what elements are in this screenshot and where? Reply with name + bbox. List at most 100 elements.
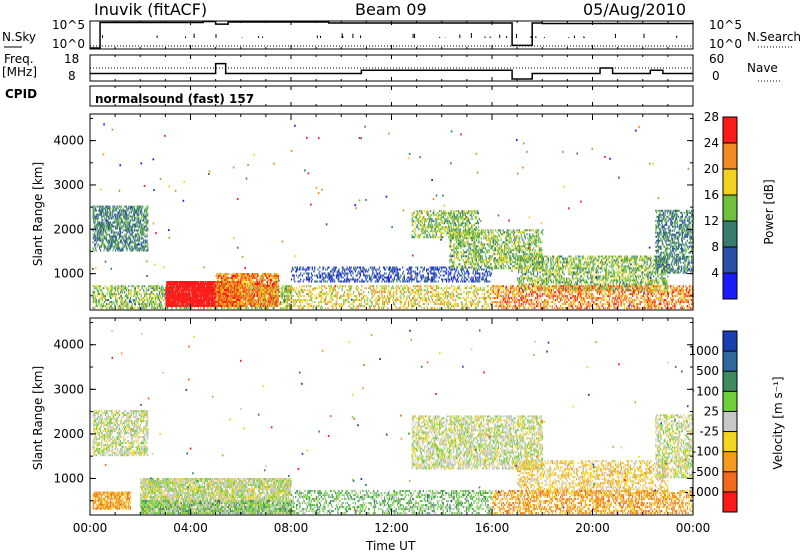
power-heatmap-cell [93,285,94,287]
power-heatmap-cell [136,248,137,250]
power-heatmap-cell [293,299,294,301]
power-heatmap-cell [420,289,421,291]
power-heatmap-cell [237,277,238,279]
power-heatmap-cell [103,222,104,224]
power-heatmap-cell [227,305,228,307]
power-heatmap-cell [117,305,118,307]
power-heatmap-cell [93,297,94,299]
power-heatmap-cell [105,297,106,299]
power-heatmap-cell [135,289,136,291]
power-heatmap-cell [241,289,242,291]
power-heatmap-cell [110,214,111,216]
power-heatmap-cell [138,285,139,287]
power-heatmap-cell [434,307,435,309]
power-heatmap-cell [95,297,96,299]
power-heatmap-cell [293,287,294,289]
power-heatmap-cell [298,297,299,299]
power-heatmap-cell [123,297,124,299]
power-heatmap-cell [382,303,383,305]
power-heatmap-cell [132,242,133,244]
power-heatmap-cell [283,293,284,295]
power-heatmap-cell [210,307,211,309]
power-heatmap-cell [123,236,124,238]
power-heatmap-cell [432,287,433,289]
power-heatmap-cell [400,305,401,307]
power-heatmap-cell [93,293,94,295]
power-heatmap-cell [361,305,362,307]
power-heatmap-cell [405,301,406,303]
power-heatmap-cell [299,291,300,293]
power-heatmap-cell [138,242,139,244]
power-heatmap-cell [386,299,387,301]
power-heatmap-cell [336,305,337,307]
power-heatmap-cell [94,232,95,234]
power-heatmap-cell [226,273,227,275]
power-heatmap-cell [278,295,279,297]
power-heatmap-cell [278,299,279,301]
power-heatmap-cell [133,238,134,240]
power-heatmap-cell [137,232,138,234]
power-heatmap-cell [139,226,140,228]
power-heatmap-cell [156,293,157,295]
power-heatmap-cell [421,289,422,291]
power-heatmap-cell [255,299,256,301]
power-heatmap-cell [143,240,144,242]
power-heatmap-cell [338,287,339,289]
power-heatmap-cell [239,297,240,299]
power-heatmap-cell [140,289,141,291]
power-heatmap-cell [208,307,209,309]
power-heatmap-cell [337,299,338,301]
power-heatmap-cell [140,222,141,224]
power-heatmap-cell [118,232,119,234]
power-heatmap-cell [318,297,319,299]
power-heatmap-cell [167,285,168,287]
power-heatmap-cell [127,242,128,244]
power-heatmap-cell [117,250,118,252]
power-heatmap-cell [147,230,148,232]
power-heatmap-cell [160,295,161,297]
power-heatmap-cell [290,287,291,289]
power-heatmap-cell [121,206,122,208]
power-heatmap-cell [145,244,146,246]
power-heatmap-cell [331,285,332,287]
power-heatmap-cell [411,303,412,305]
power-heatmap-cell [424,293,425,295]
power-heatmap-cell [278,303,279,305]
power-heatmap-cell [144,228,145,230]
power-heatmap-cell [288,305,289,307]
power-heatmap-cell [415,301,416,303]
power-heatmap-cell [281,303,282,305]
power-heatmap-cell [250,297,251,299]
power-heatmap-cell [417,297,418,299]
power-heatmap-cell [291,289,292,291]
power-heatmap-cell [242,301,243,303]
power-heatmap-cell [149,299,150,301]
power-heatmap-cell [101,230,102,232]
power-heatmap-cell [117,291,118,293]
power-heatmap-cell [420,291,421,293]
power-heatmap-cell [393,293,394,295]
power-heatmap-cell [112,289,113,291]
power-heatmap-cell [263,307,264,309]
power-heatmap-cell [146,210,147,212]
power-heatmap-cell [141,212,142,214]
power-heatmap-cell [101,295,102,297]
power-heatmap-cell [93,307,94,309]
power-heatmap-cell [212,295,213,297]
power-heatmap-cell [99,287,100,289]
power-heatmap-cell [239,293,240,295]
power-heatmap-cell [114,303,115,305]
power-heatmap-cell [117,303,118,305]
power-heatmap-cell [303,291,304,293]
power-heatmap-cell [125,224,126,226]
power-heatmap-cell [146,220,147,222]
power-heatmap-cell [183,305,184,307]
power-heatmap-cell [157,289,158,291]
power-heatmap-cell [414,299,415,301]
power-heatmap-cell [117,206,118,208]
power-heatmap-cell [376,297,377,299]
power-heatmap-cell [119,206,120,208]
power-heatmap-cell [265,293,266,295]
power-heatmap-cell [309,289,310,291]
power-heatmap-cell [289,297,290,299]
